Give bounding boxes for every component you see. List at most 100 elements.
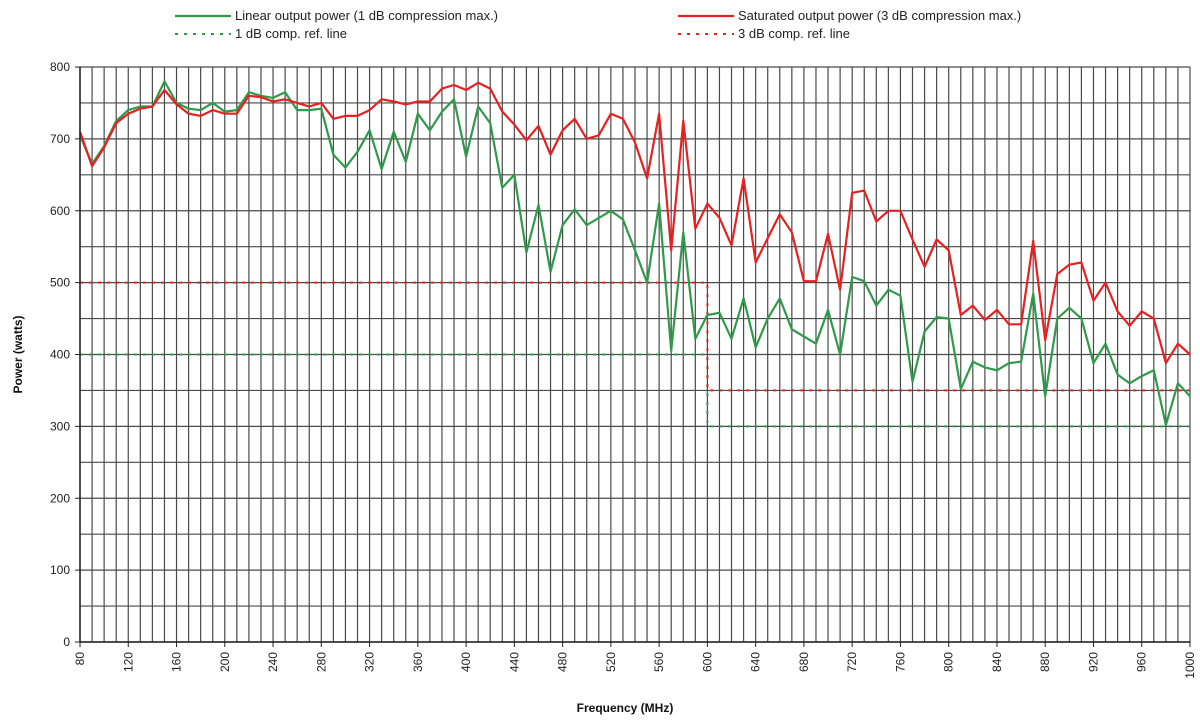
x-tick-label: 480 xyxy=(556,652,570,672)
data-point xyxy=(561,224,564,226)
data-point xyxy=(296,109,298,111)
data-point xyxy=(501,186,504,189)
x-tick-label: 320 xyxy=(363,652,377,672)
data-point xyxy=(163,80,166,83)
data-point xyxy=(151,105,154,108)
data-point xyxy=(923,330,926,333)
data-point xyxy=(175,103,178,106)
data-point xyxy=(754,261,757,264)
data-point xyxy=(1032,240,1034,242)
data-point xyxy=(815,280,817,282)
data-point xyxy=(947,249,950,252)
legend-label-3: 1 dB comp. ref. line xyxy=(235,26,347,41)
data-point xyxy=(248,94,250,97)
data-point xyxy=(1008,323,1010,326)
data-point xyxy=(356,115,359,117)
y-tick-label: 300 xyxy=(50,419,70,433)
data-point xyxy=(622,218,624,221)
data-point xyxy=(223,110,226,113)
x-tick-label: 400 xyxy=(459,652,473,672)
data-point xyxy=(984,319,986,321)
data-point xyxy=(730,337,733,340)
data-point xyxy=(1080,317,1083,320)
data-point xyxy=(947,317,950,320)
data-point xyxy=(380,98,383,101)
x-tick-label: 680 xyxy=(797,652,811,672)
grid xyxy=(79,66,1191,643)
data-point xyxy=(441,87,443,90)
data-point xyxy=(248,91,250,93)
data-point xyxy=(610,209,612,212)
data-point xyxy=(1056,273,1059,275)
x-tick-label: 840 xyxy=(990,652,1004,672)
data-point xyxy=(766,237,769,239)
data-point xyxy=(1092,299,1095,302)
data-point xyxy=(839,353,841,356)
data-point xyxy=(115,122,117,124)
data-point xyxy=(368,129,371,132)
data-point xyxy=(670,249,672,252)
data-point xyxy=(851,191,853,194)
data-point xyxy=(766,317,769,320)
data-point xyxy=(598,217,600,219)
data-point xyxy=(320,107,323,110)
data-point xyxy=(935,316,938,318)
data-point xyxy=(585,224,588,226)
y-tick-label: 200 xyxy=(50,491,70,505)
x-tick-label: 720 xyxy=(845,652,859,672)
data-point xyxy=(368,109,371,111)
data-point xyxy=(1044,395,1047,397)
data-point xyxy=(344,166,347,169)
data-point xyxy=(646,177,648,180)
y-tick-label: 0 xyxy=(63,635,70,649)
x-tick-label: 240 xyxy=(266,652,280,672)
data-point xyxy=(320,102,323,104)
data-point xyxy=(211,102,214,104)
data-point xyxy=(549,271,552,273)
data-point xyxy=(634,249,636,252)
data-point xyxy=(585,138,588,140)
data-point xyxy=(1177,382,1179,385)
data-point xyxy=(549,153,552,156)
data-point xyxy=(754,346,757,349)
legend-label-4: 3 dB comp. ref. line xyxy=(738,26,850,41)
data-point xyxy=(1165,424,1167,426)
data-point xyxy=(199,115,202,117)
data-point xyxy=(344,115,347,117)
data-point xyxy=(1104,281,1107,284)
data-point xyxy=(236,109,238,111)
data-point xyxy=(139,107,142,110)
data-point xyxy=(875,220,878,223)
data-point xyxy=(284,91,286,93)
data-point xyxy=(778,297,781,300)
data-point xyxy=(1104,342,1107,345)
data-point xyxy=(308,109,311,111)
data-point xyxy=(187,107,190,110)
x-tick-label: 80 xyxy=(73,652,87,666)
x-tick-label: 520 xyxy=(604,652,618,672)
data-point xyxy=(404,161,407,163)
data-point xyxy=(706,314,709,316)
data-point xyxy=(392,100,395,103)
x-tick-label: 800 xyxy=(942,652,956,672)
x-tick-label: 360 xyxy=(411,652,425,672)
series-layer xyxy=(78,80,1191,428)
data-point xyxy=(1165,362,1167,364)
data-point xyxy=(1080,261,1083,264)
data-point xyxy=(537,204,540,206)
data-point xyxy=(899,294,902,297)
data-point xyxy=(477,82,479,84)
x-axis-title: Frequency (MHz) xyxy=(577,701,674,715)
data-point xyxy=(356,151,359,153)
x-tick-label: 280 xyxy=(314,652,328,672)
data-point xyxy=(610,112,612,115)
x-tick-label: 640 xyxy=(749,652,763,672)
data-point xyxy=(622,117,624,120)
data-point xyxy=(839,289,841,291)
data-point xyxy=(658,202,660,205)
y-tick-label: 500 xyxy=(50,276,70,290)
data-point xyxy=(1032,292,1034,295)
data-point xyxy=(1092,362,1095,364)
data-point xyxy=(827,232,829,235)
data-point xyxy=(332,153,335,156)
